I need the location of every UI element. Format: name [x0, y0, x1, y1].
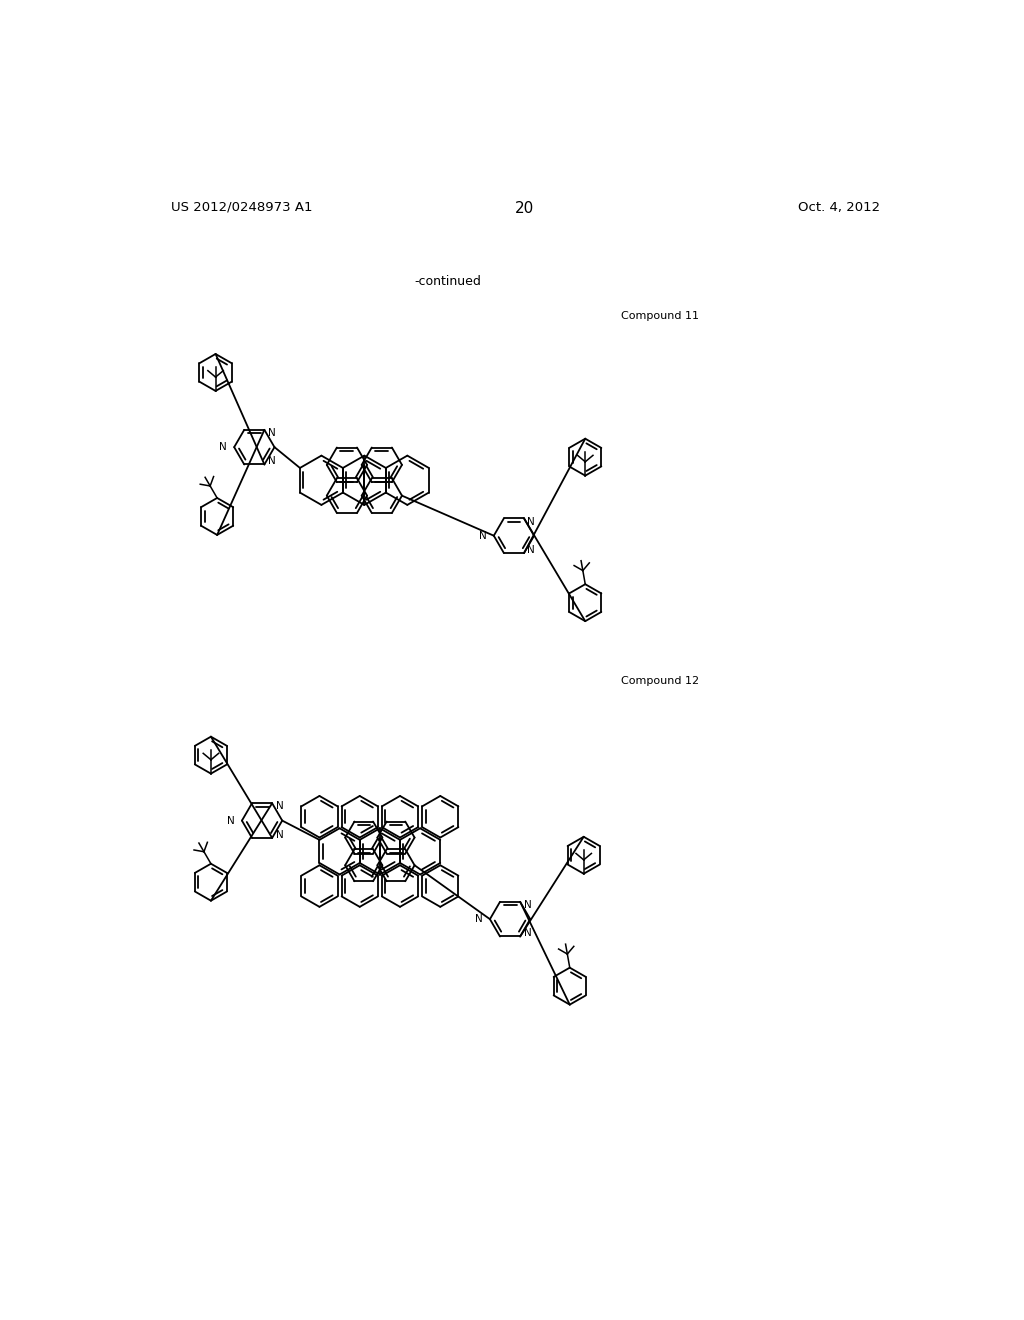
Text: N: N — [523, 900, 531, 909]
Text: N: N — [275, 830, 284, 840]
Text: 20: 20 — [515, 201, 535, 215]
Text: N: N — [526, 545, 535, 554]
Text: N: N — [523, 928, 531, 939]
Text: N: N — [275, 801, 284, 812]
Text: N: N — [479, 531, 486, 541]
Text: Oct. 4, 2012: Oct. 4, 2012 — [798, 201, 880, 214]
Text: Compound 11: Compound 11 — [621, 312, 699, 321]
Text: N: N — [219, 442, 227, 453]
Text: N: N — [268, 428, 275, 438]
Text: N: N — [475, 915, 483, 924]
Text: US 2012/0248973 A1: US 2012/0248973 A1 — [171, 201, 312, 214]
Text: N: N — [268, 457, 275, 466]
Text: N: N — [227, 816, 234, 825]
Text: Compound 12: Compound 12 — [621, 676, 699, 686]
Text: -continued: -continued — [415, 276, 481, 289]
Text: N: N — [526, 516, 535, 527]
